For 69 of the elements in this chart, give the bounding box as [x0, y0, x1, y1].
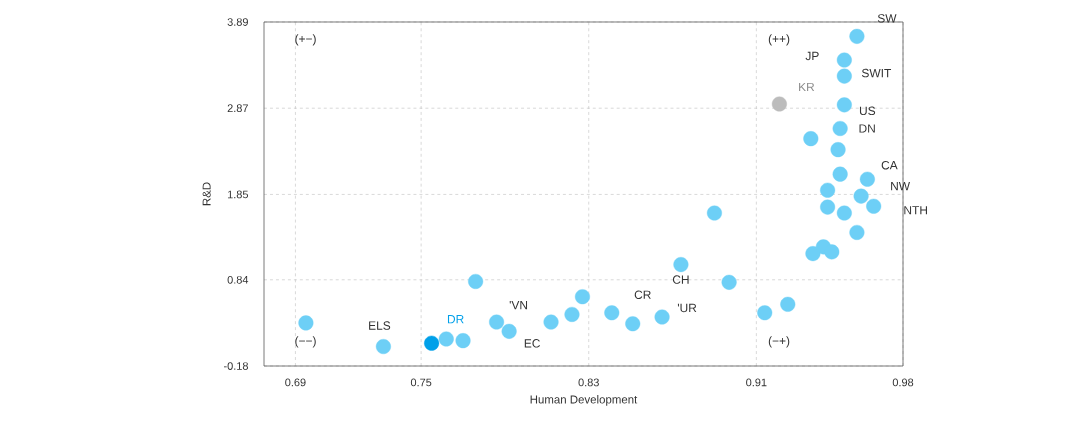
point [721, 274, 737, 290]
point [832, 166, 848, 182]
point [805, 246, 821, 262]
point [866, 198, 882, 214]
y-tick-label: -0.18 [223, 362, 248, 370]
point [832, 121, 848, 136]
point [824, 244, 840, 260]
y-tick-label: 2.87 [227, 104, 248, 113]
annotation: DR [447, 315, 464, 324]
point [673, 257, 689, 273]
y-tick-label: 1.85 [227, 190, 249, 199]
point [849, 28, 865, 44]
point [780, 296, 796, 312]
point [820, 199, 836, 215]
annotation: 'VN [509, 300, 528, 310]
point [836, 68, 852, 84]
point [438, 331, 454, 347]
annotation: (−−) [295, 336, 316, 348]
point [543, 314, 559, 330]
x-tick-label: 0.69 [285, 378, 306, 387]
point [757, 305, 773, 321]
point [849, 224, 865, 240]
annotation: ELS [369, 321, 391, 330]
annotation: KR [799, 82, 815, 92]
point [830, 142, 846, 158]
point [820, 182, 836, 198]
point [501, 323, 517, 339]
point [574, 289, 590, 305]
point [298, 315, 314, 331]
point [803, 131, 819, 147]
x-tick-label: 0.75 [410, 378, 432, 387]
point [468, 273, 484, 289]
point [654, 309, 670, 325]
annotation: CA [881, 160, 898, 170]
annotation: EC [524, 339, 540, 348]
point [836, 97, 852, 113]
point [564, 306, 580, 322]
annotation: DN [859, 124, 875, 133]
point [375, 339, 391, 355]
annotation: JP [805, 51, 819, 61]
point [455, 333, 471, 349]
y-tick-label: 3.89 [227, 18, 248, 26]
annotation: (+−) [295, 34, 316, 46]
annotation: SWIT [861, 68, 892, 78]
y-axis-title: R&D [202, 182, 211, 206]
annotation: CR [634, 290, 651, 299]
point [771, 96, 787, 112]
annotation: SW [877, 14, 897, 23]
annotation: 'UR [677, 303, 697, 313]
point [625, 316, 641, 332]
x-tick-label: 0.91 [746, 378, 767, 387]
point [706, 205, 722, 221]
x-tick-label: 0.83 [578, 378, 599, 387]
annotation: NTH [904, 206, 927, 215]
annotation: US [859, 106, 876, 116]
x-axis-title: Human Development [530, 395, 638, 406]
point [836, 52, 852, 68]
annotation: NW [891, 182, 911, 191]
annotation: (−+) [768, 336, 790, 348]
annotation: (++) [768, 34, 790, 46]
point [489, 314, 505, 330]
point [853, 188, 869, 204]
point [604, 305, 620, 321]
y-tick-label: 0.84 [227, 275, 249, 284]
point [859, 171, 875, 187]
point [836, 205, 852, 221]
x-tick-label: 0.98 [892, 378, 914, 387]
point [424, 335, 440, 351]
annotation: CH [672, 275, 689, 284]
